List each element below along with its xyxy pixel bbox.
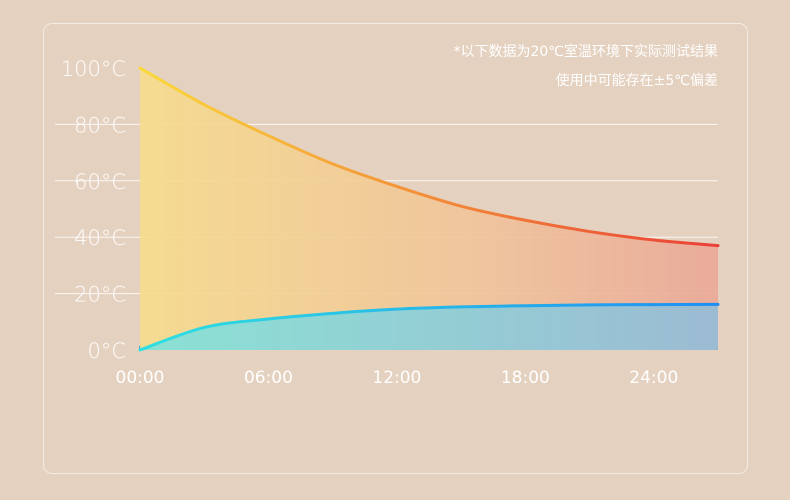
y-tick-label: 20°C xyxy=(74,283,126,307)
y-tick-label: 80°C xyxy=(74,113,126,137)
hot-series-area xyxy=(140,68,718,350)
cold-series-area xyxy=(140,304,718,350)
deviation-note: 使用中可能存在±5℃偏差 xyxy=(555,73,718,89)
y-tick-label: 60°C xyxy=(74,170,126,194)
y-tick-label: 0°C xyxy=(87,339,126,363)
hot-series-line xyxy=(138,66,720,248)
y-tick-label: 100°C xyxy=(61,57,126,81)
x-tick-label: 00:00 xyxy=(116,368,165,388)
test-condition-note: *以下数据为20℃室温环境下实际测试结果 xyxy=(453,44,718,60)
chart-frame xyxy=(43,23,748,474)
x-tick-label: 06:00 xyxy=(244,368,293,388)
cold-series-line xyxy=(138,302,720,352)
x-tick-label: 24:00 xyxy=(629,368,678,388)
y-tick-label: 40°C xyxy=(74,226,126,250)
x-tick-label: 18:00 xyxy=(501,368,550,388)
x-tick-label: 12:00 xyxy=(372,368,421,388)
